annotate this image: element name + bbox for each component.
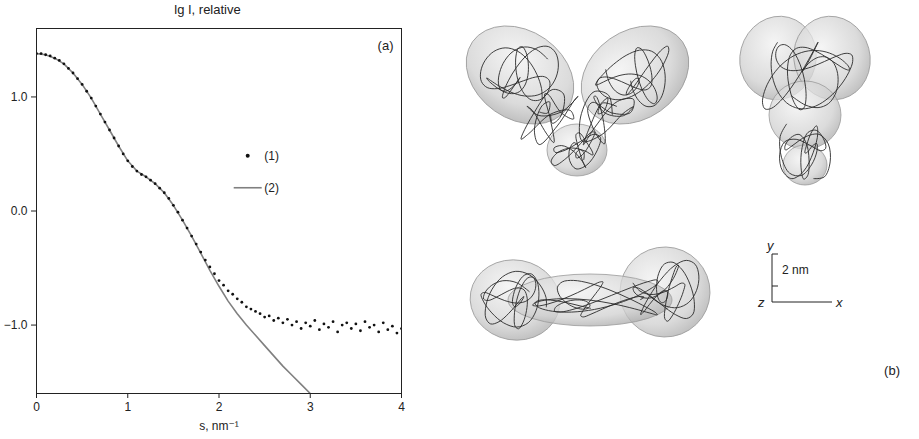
svg-text:1.0: 1.0 — [11, 90, 28, 104]
svg-text:2: 2 — [216, 400, 223, 414]
svg-text:−1.0: −1.0 — [4, 318, 28, 332]
svg-text:x: x — [835, 295, 843, 310]
svg-text:0: 0 — [33, 400, 40, 414]
svg-text:(1): (1) — [264, 149, 279, 163]
svg-text:(2): (2) — [264, 181, 279, 195]
svg-text:1: 1 — [124, 400, 131, 414]
svg-text:y: y — [766, 238, 775, 253]
svg-text:2 nm: 2 nm — [782, 263, 809, 277]
svg-text:(a): (a) — [378, 38, 394, 53]
svg-text:0.0: 0.0 — [11, 204, 28, 218]
html-text:lg I, relative: lg I, relative — [174, 2, 241, 17]
svg-text:z: z — [757, 295, 765, 310]
svg-text:3: 3 — [307, 400, 314, 414]
svg-text:4: 4 — [398, 400, 405, 414]
svg-text:s, nm⁻¹: s, nm⁻¹ — [199, 419, 239, 433]
svg-text:(b): (b) — [884, 363, 900, 378]
